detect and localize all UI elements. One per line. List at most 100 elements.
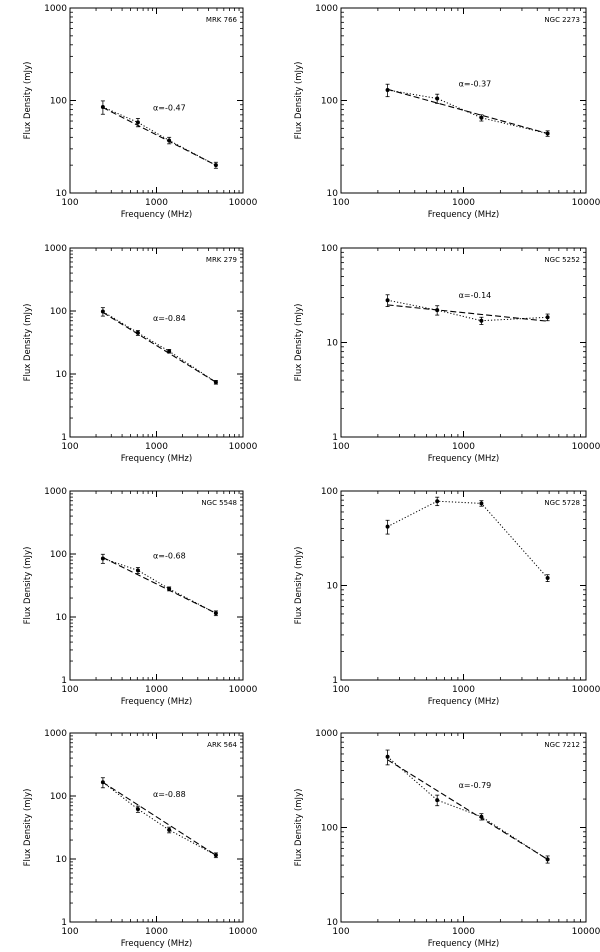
data-point bbox=[435, 96, 440, 101]
y-tick-label: 1000 bbox=[315, 729, 338, 739]
panel-ngc-5728: 100 1000 10000 1 10 100 Frequency (MHz) Flux De… bbox=[294, 487, 600, 707]
object-name: NGC 5548 bbox=[201, 499, 237, 507]
object-name: NGC 2273 bbox=[544, 16, 580, 24]
y-tick-label: 1 bbox=[61, 433, 67, 443]
x-axis-label: Frequency (MHz) bbox=[428, 210, 499, 220]
data-point bbox=[545, 315, 550, 320]
x-tick-label: 1000 bbox=[145, 927, 168, 937]
x-tick-label: 10000 bbox=[572, 927, 600, 937]
x-axis-label: Frequency (MHz) bbox=[428, 697, 499, 707]
data-line bbox=[387, 299, 548, 322]
spectral-index-label: α=-0.88 bbox=[153, 790, 186, 799]
y-tick-label: 1 bbox=[332, 676, 338, 686]
y-tick-label: 100 bbox=[321, 97, 338, 107]
x-tick-label: 1000 bbox=[145, 198, 168, 208]
x-tick-label: 100 bbox=[61, 685, 78, 695]
data-point bbox=[167, 827, 172, 832]
panel-mrk-279: 100 1000 10000 1 10 100 1000 Frequency (MHz) Flu… bbox=[23, 244, 258, 464]
x-tick-label: 1000 bbox=[145, 442, 168, 452]
plot-frame bbox=[69, 490, 244, 681]
x-tick-label: 100 bbox=[61, 442, 78, 452]
y-axis-label: Flux Density (mJy) bbox=[23, 62, 33, 140]
x-axis-label: Frequency (MHz) bbox=[121, 210, 192, 220]
data-point bbox=[545, 857, 550, 862]
spectral-index-label: α=-0.14 bbox=[459, 291, 492, 300]
y-tick-label: 1000 bbox=[315, 4, 338, 14]
spectral-index-label: α=-0.37 bbox=[459, 80, 492, 89]
x-tick-label: 1000 bbox=[145, 685, 168, 695]
x-tick-label: 100 bbox=[61, 198, 78, 208]
data-point bbox=[545, 131, 550, 136]
object-name: NGC 5728 bbox=[544, 499, 580, 507]
x-tick-label: 10000 bbox=[229, 927, 258, 937]
x-axis-label: Frequency (MHz) bbox=[428, 939, 499, 949]
data-line bbox=[102, 557, 217, 614]
y-tick-label: 100 bbox=[50, 550, 67, 560]
data-point bbox=[385, 754, 390, 759]
y-tick-label: 10 bbox=[56, 189, 68, 199]
spectral-index-label: α=-0.79 bbox=[459, 781, 492, 790]
data-line bbox=[387, 500, 548, 579]
data-point bbox=[479, 318, 484, 323]
y-axis-label: Flux Density (mJy) bbox=[23, 304, 33, 382]
y-tick-label: 100 bbox=[50, 792, 67, 802]
panel-ngc-5548: 100 1000 10000 1 10 100 1000 Frequency (MHz) Flu… bbox=[23, 487, 258, 707]
data-point bbox=[135, 568, 140, 573]
data-point bbox=[435, 798, 440, 803]
fit-line bbox=[102, 311, 217, 383]
object-name: ARK 564 bbox=[207, 741, 237, 749]
fit-line bbox=[387, 304, 548, 322]
y-tick-label: 10 bbox=[56, 855, 68, 865]
object-name: NGC 7212 bbox=[544, 741, 580, 749]
data-point bbox=[385, 87, 390, 92]
fit-line bbox=[102, 107, 217, 166]
data-point bbox=[213, 611, 218, 616]
plot-frame bbox=[69, 247, 244, 438]
x-axis-label: Frequency (MHz) bbox=[121, 939, 192, 949]
y-axis-label: Flux Density (mJy) bbox=[294, 62, 304, 140]
plot-frame bbox=[340, 247, 587, 438]
y-tick-label: 10 bbox=[327, 339, 339, 349]
x-tick-label: 10000 bbox=[572, 685, 600, 695]
y-axis-label: Flux Density (mJy) bbox=[294, 789, 304, 867]
y-tick-label: 1 bbox=[61, 676, 67, 686]
spectral-index-label: α=-0.84 bbox=[153, 314, 186, 323]
x-tick-label: 10000 bbox=[229, 685, 258, 695]
object-name: MRK 279 bbox=[206, 256, 237, 264]
data-line bbox=[387, 756, 548, 860]
y-tick-label: 10 bbox=[327, 918, 339, 928]
y-tick-label: 1000 bbox=[44, 4, 67, 14]
x-tick-label: 10000 bbox=[229, 442, 258, 452]
y-tick-label: 1 bbox=[61, 918, 67, 928]
x-tick-label: 100 bbox=[61, 927, 78, 937]
data-point bbox=[135, 120, 140, 125]
y-tick-label: 100 bbox=[321, 824, 338, 834]
y-tick-label: 100 bbox=[321, 487, 338, 497]
fit-line bbox=[102, 557, 217, 614]
fit-line bbox=[102, 781, 217, 856]
y-tick-label: 10 bbox=[56, 370, 68, 380]
y-tick-label: 1000 bbox=[44, 244, 67, 254]
x-tick-label: 100 bbox=[332, 198, 349, 208]
x-tick-label: 1000 bbox=[452, 685, 475, 695]
x-tick-label: 100 bbox=[332, 927, 349, 937]
plot-frame bbox=[340, 732, 587, 923]
x-tick-label: 100 bbox=[332, 685, 349, 695]
y-axis-label: Flux Density (mJy) bbox=[294, 547, 304, 625]
panel-ark-564: 100 1000 10000 1 10 100 1000 Frequency (MHz) Flu… bbox=[23, 729, 258, 949]
plot-frame bbox=[340, 7, 587, 194]
y-tick-label: 100 bbox=[50, 307, 67, 317]
y-tick-label: 10 bbox=[327, 189, 339, 199]
data-point bbox=[435, 499, 440, 504]
object-name: MRK 766 bbox=[206, 16, 238, 24]
fit-line bbox=[387, 88, 548, 135]
data-point bbox=[479, 115, 484, 120]
x-axis-label: Frequency (MHz) bbox=[121, 454, 192, 464]
y-tick-label: 1000 bbox=[44, 729, 67, 739]
y-axis-label: Flux Density (mJy) bbox=[23, 789, 33, 867]
x-axis-label: Frequency (MHz) bbox=[121, 697, 192, 707]
data-point bbox=[135, 807, 140, 812]
